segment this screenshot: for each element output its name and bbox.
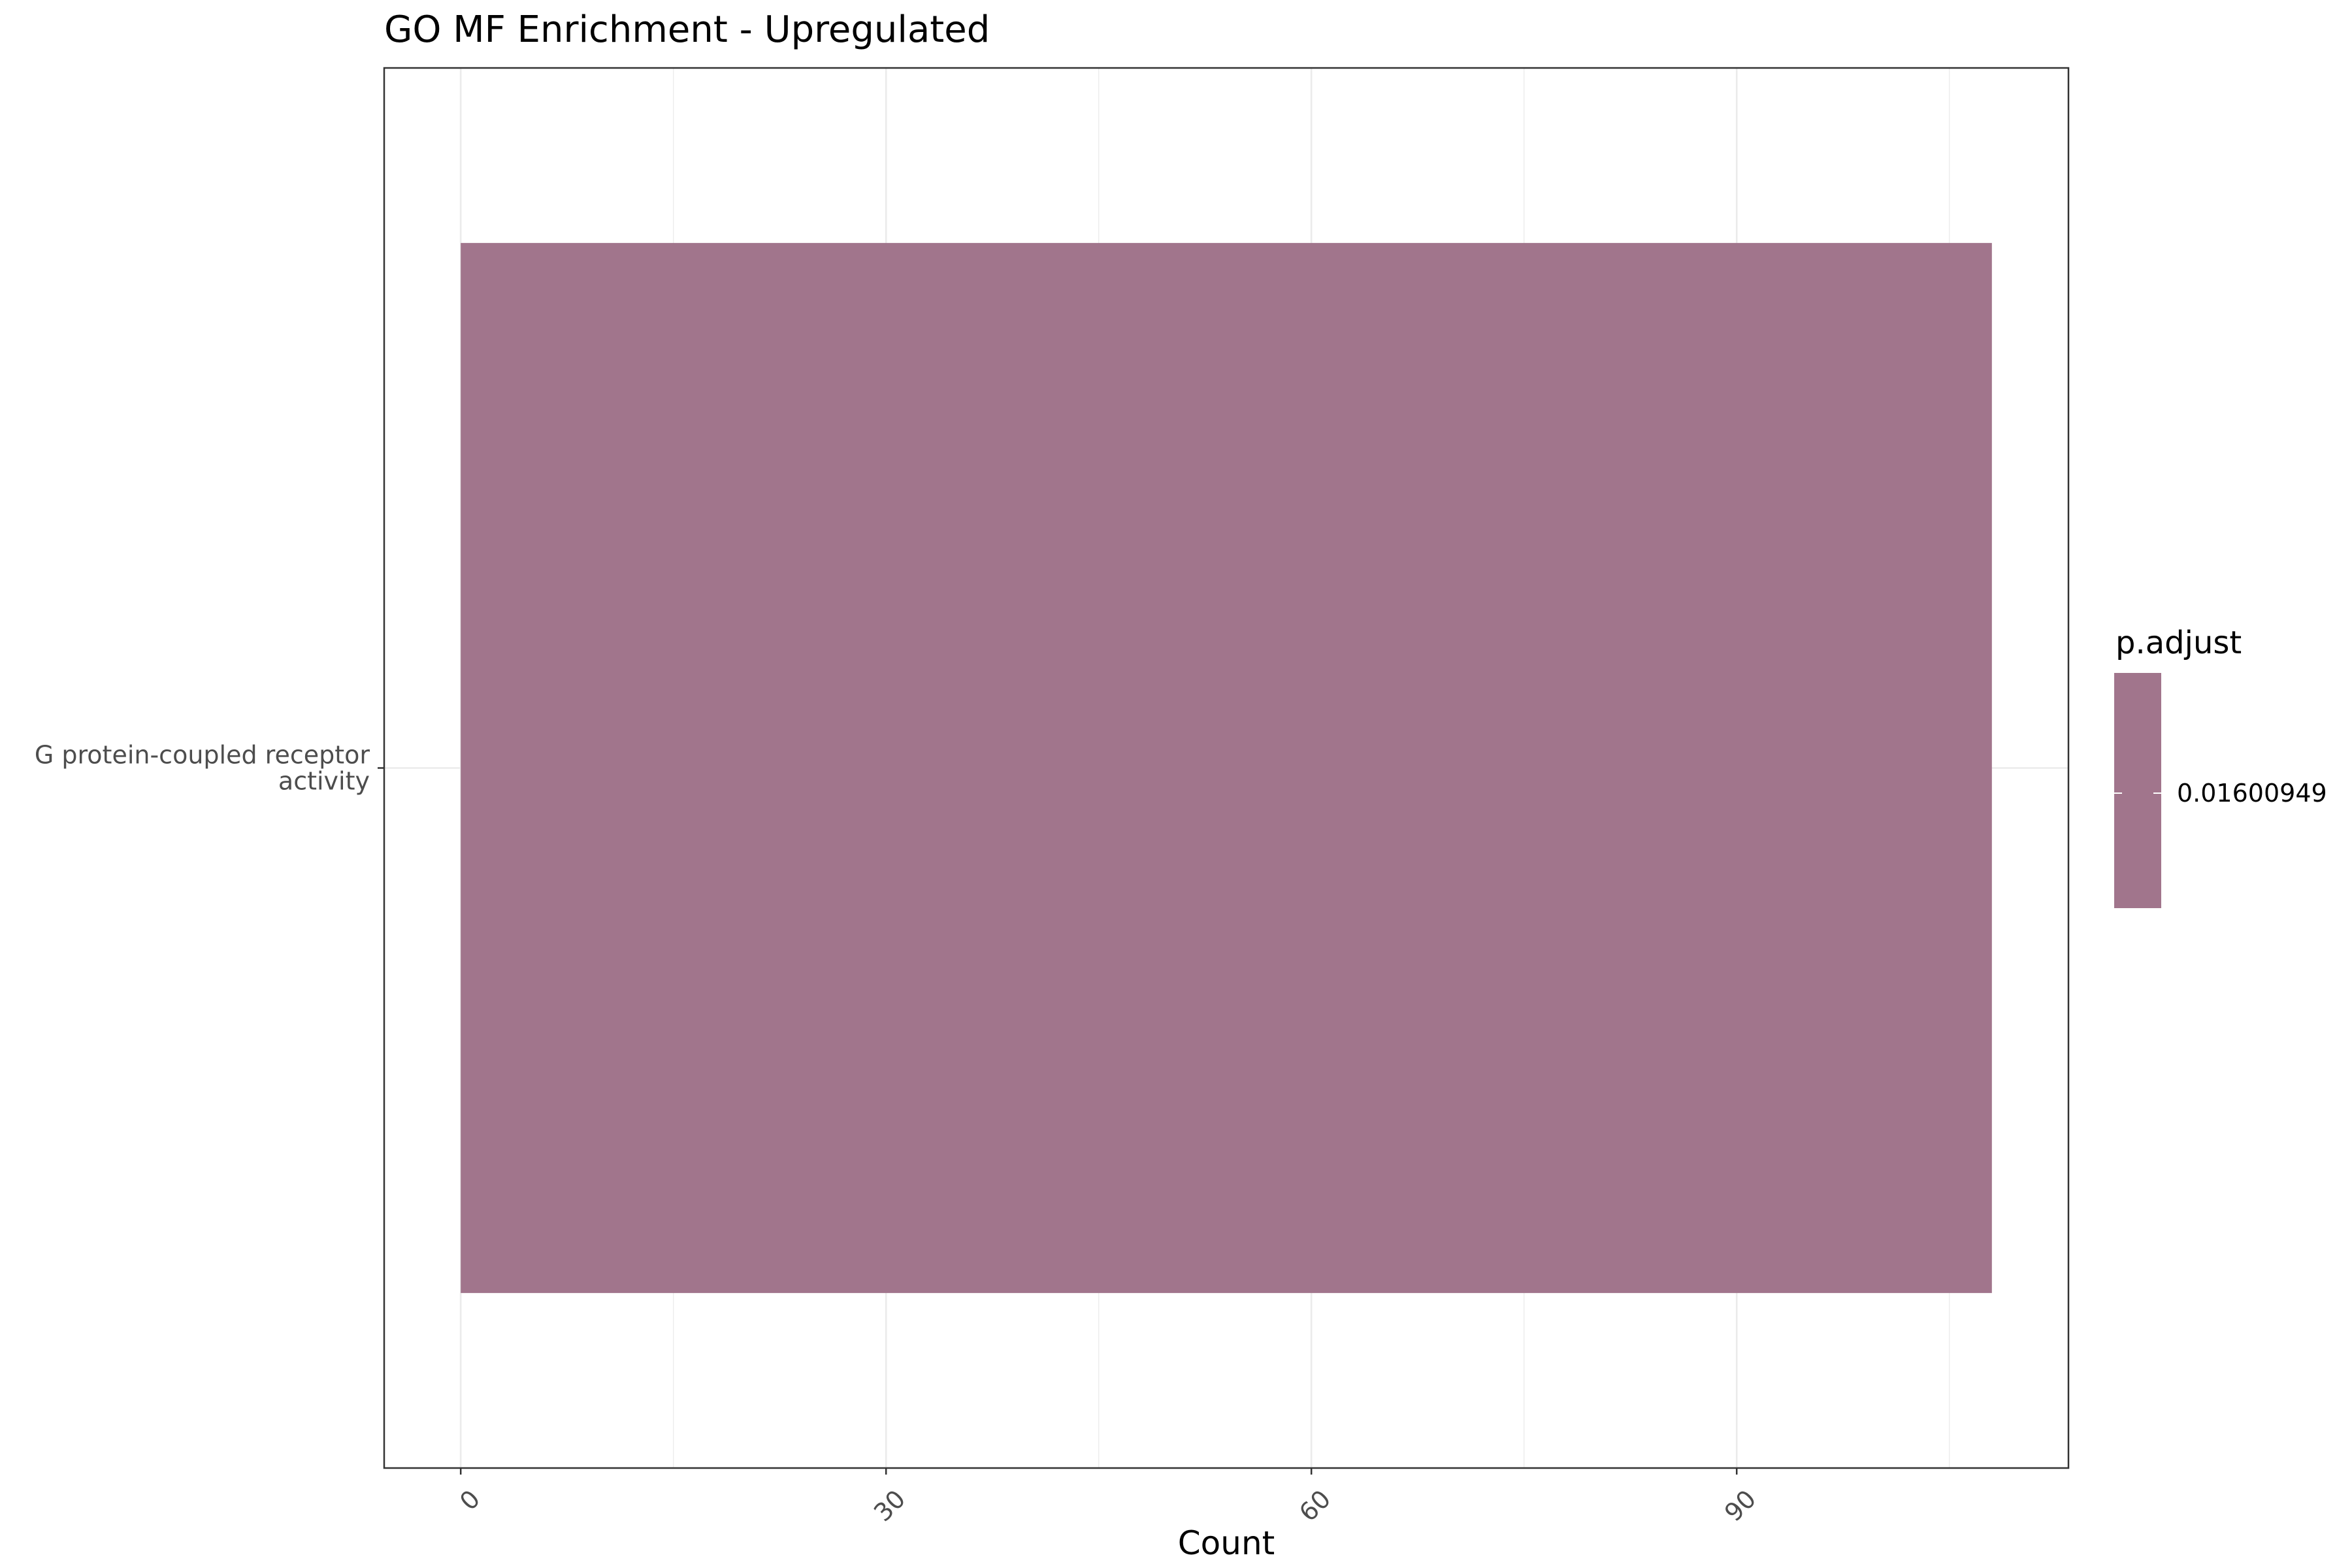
bars xyxy=(461,242,1992,1294)
bar xyxy=(461,242,1992,1294)
legend: p.adjust 0.01600949 xyxy=(2114,625,2327,908)
legend-label: 0.01600949 xyxy=(2177,779,2327,808)
y-axis: G protein-coupled receptor activity xyxy=(35,741,384,796)
chart-title: GO MF Enrichment - Upregulated xyxy=(384,8,990,51)
legend-ticks: 0.01600949 xyxy=(2114,779,2327,808)
legend-title: p.adjust xyxy=(2115,625,2242,661)
legend-colorbar xyxy=(2114,673,2161,908)
x-axis-title: Count xyxy=(1178,1524,1275,1562)
y-tick-label: G protein-coupled receptor activity xyxy=(35,741,370,796)
